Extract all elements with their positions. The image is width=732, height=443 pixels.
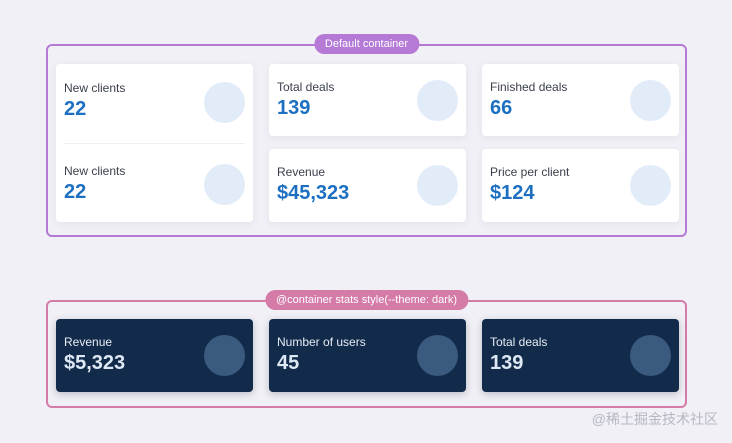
stat-icon-circle [204, 82, 245, 123]
stat-value: 66 [490, 97, 513, 119]
stat-card-new-clients: New clients 22 New clients 22 [56, 64, 253, 222]
stat-card-total-deals: Total deals 139 [269, 64, 466, 136]
default-container-label: Default container [313, 34, 420, 54]
stat-card-dark-users: Number of users 45 [269, 319, 466, 392]
stat-value: 139 [277, 97, 311, 119]
stat-card-dark-total-deals: Total deals 139 [482, 319, 679, 392]
stat-value: 22 [64, 98, 87, 120]
stat-icon-circle [630, 335, 671, 376]
default-container-frame: Default container [46, 34, 687, 237]
stat-value: $124 [490, 182, 535, 204]
stat-label: Total deals [277, 80, 335, 94]
stat-card-dark-revenue: Revenue $5,323 [56, 319, 253, 392]
stat-label: Price per client [490, 165, 570, 179]
stat-label: Revenue [64, 335, 113, 349]
stat-icon-circle [417, 165, 458, 206]
stat-icon-circle [630, 165, 671, 206]
stat-value: 139 [490, 352, 524, 374]
stat-label: Total deals [490, 335, 548, 349]
stat-card-price-per-client: Price per client $124 [482, 149, 679, 222]
stat-icon-circle [417, 80, 458, 121]
stat-label: New clients [64, 164, 126, 178]
stat-label: New clients [64, 81, 126, 95]
stat-value: $45,323 [277, 182, 350, 204]
card-divider [64, 143, 245, 144]
stat-icon-circle [417, 335, 458, 376]
stat-card-revenue: Revenue $45,323 [269, 149, 466, 222]
stat-value: 22 [64, 181, 87, 203]
stat-label: Finished deals [490, 80, 568, 94]
stat-value: 45 [277, 352, 300, 374]
dark-container-frame: @container stats style(--theme: dark) [46, 290, 687, 408]
stat-label: Revenue [277, 165, 326, 179]
stat-value: $5,323 [64, 352, 126, 374]
stat-icon-circle [204, 164, 245, 205]
stat-card-finished-deals: Finished deals 66 [482, 64, 679, 136]
stat-icon-circle [630, 80, 671, 121]
stat-label: Number of users [277, 335, 366, 349]
stat-icon-circle [204, 335, 245, 376]
dark-container-label: @container stats style(--theme: dark) [264, 290, 469, 310]
watermark: @稀土掘金技术社区 [591, 411, 718, 427]
